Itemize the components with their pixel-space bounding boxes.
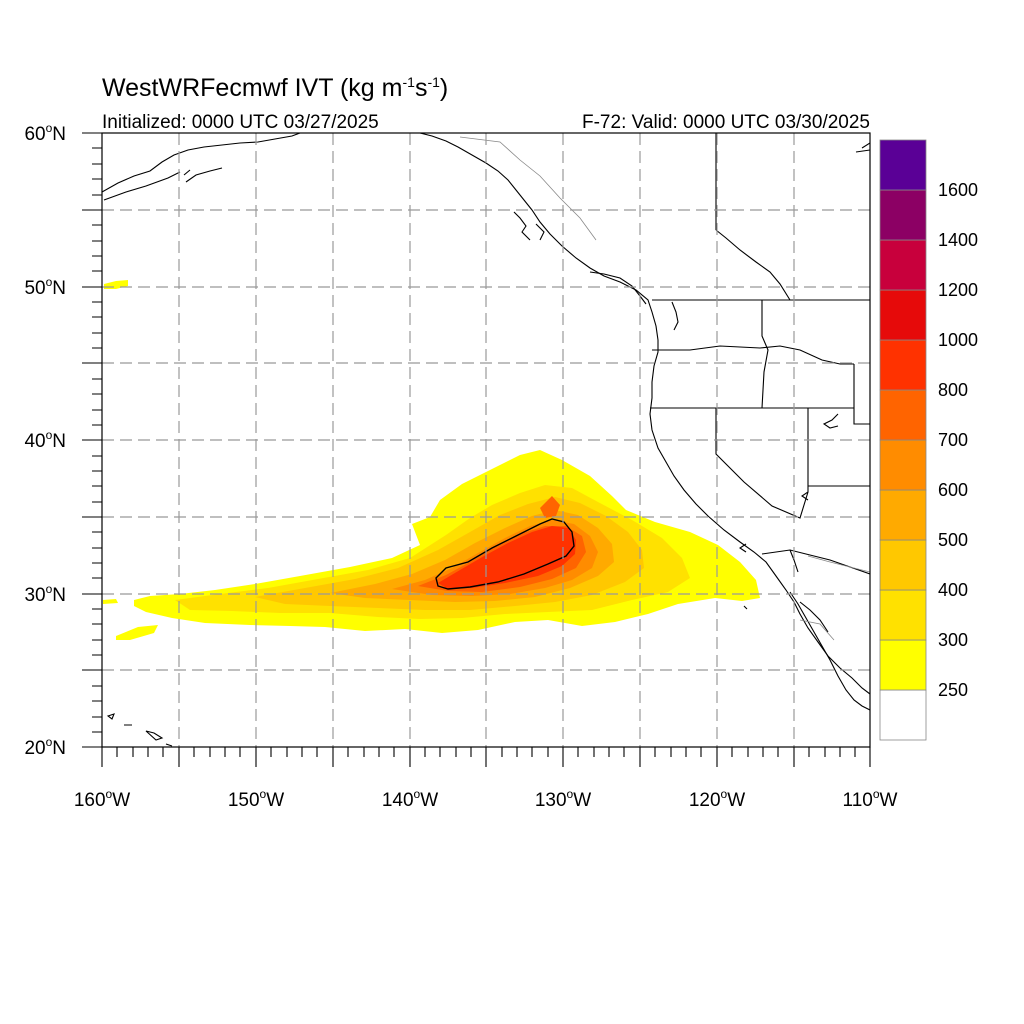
colorbar: 250 300 400 500 600 700 800 1000 1200 1400 1600	[879, 139, 978, 741]
state-boundaries-thin	[459, 136, 870, 641]
latitude-labels: 60oN 50oN 40oN 30oN 20oN	[24, 121, 66, 759]
lon-label-150w: 150oW	[228, 787, 284, 811]
ivt-250-fragment-west	[116, 625, 158, 640]
init-time-label: Initialized: 0000 UTC 03/27/2025	[102, 112, 379, 133]
colorbar-level-label: 800	[938, 380, 968, 400]
valid-time-label: F-72: Valid: 0000 UTC 03/30/2025	[582, 112, 870, 133]
ivt-shading	[103, 280, 760, 640]
colorbar-level-label: 500	[938, 530, 968, 550]
lon-label-120w: 120oW	[689, 787, 745, 811]
lat-lon-grid	[102, 133, 870, 747]
lon-label-130w: 130oW	[535, 787, 591, 811]
colorbar-swatch	[879, 639, 927, 691]
ivt-250-fragment-small	[103, 599, 118, 604]
colorbar-swatch	[879, 189, 927, 241]
lat-label-30: 30oN	[24, 582, 66, 606]
map-panel	[102, 133, 870, 747]
colorbar-level-label: 400	[938, 580, 968, 600]
coastlines	[102, 133, 870, 747]
colorbar-swatch	[879, 389, 927, 441]
lat-label-50: 50oN	[24, 275, 66, 299]
colorbar-level-label: 250	[938, 680, 968, 700]
colorbar-level-label: 1400	[938, 230, 978, 250]
colorbar-level-label: 1600	[938, 180, 978, 200]
colorbar-level-label: 700	[938, 430, 968, 450]
colorbar-swatch	[879, 439, 927, 491]
colorbar-level-label: 300	[938, 630, 968, 650]
colorbar-swatch	[879, 339, 927, 391]
colorbar-level-label: 1200	[938, 280, 978, 300]
ivt-700-streak	[540, 496, 560, 518]
colorbar-swatch	[879, 589, 927, 641]
colorbar-swatch	[879, 139, 927, 191]
lon-label-140w: 140oW	[382, 787, 438, 811]
lat-label-20: 20oN	[24, 735, 66, 759]
colorbar-level-label: 600	[938, 480, 968, 500]
lon-label-110w: 110oW	[843, 787, 898, 811]
ivt-800-region	[438, 526, 576, 589]
colorbar-swatch	[879, 689, 927, 741]
map-title: WestWRFecmwf IVT (kg m-1s-1)	[102, 74, 448, 102]
lat-label-40: 40oN	[24, 428, 66, 452]
lon-label-160w: 160oW	[74, 787, 130, 811]
colorbar-swatch	[879, 239, 927, 291]
colorbar-swatch	[879, 289, 927, 341]
longitude-labels: 160oW 150oW 140oW 130oW 120oW 110oW	[74, 787, 898, 811]
colorbar-swatch	[879, 489, 927, 541]
lat-label-60: 60oN	[24, 121, 66, 145]
colorbar-swatch	[879, 539, 927, 591]
axis-ticks	[82, 132, 871, 767]
ivt-1000-contour	[435, 518, 575, 590]
colorbar-level-label: 1000	[938, 330, 978, 350]
